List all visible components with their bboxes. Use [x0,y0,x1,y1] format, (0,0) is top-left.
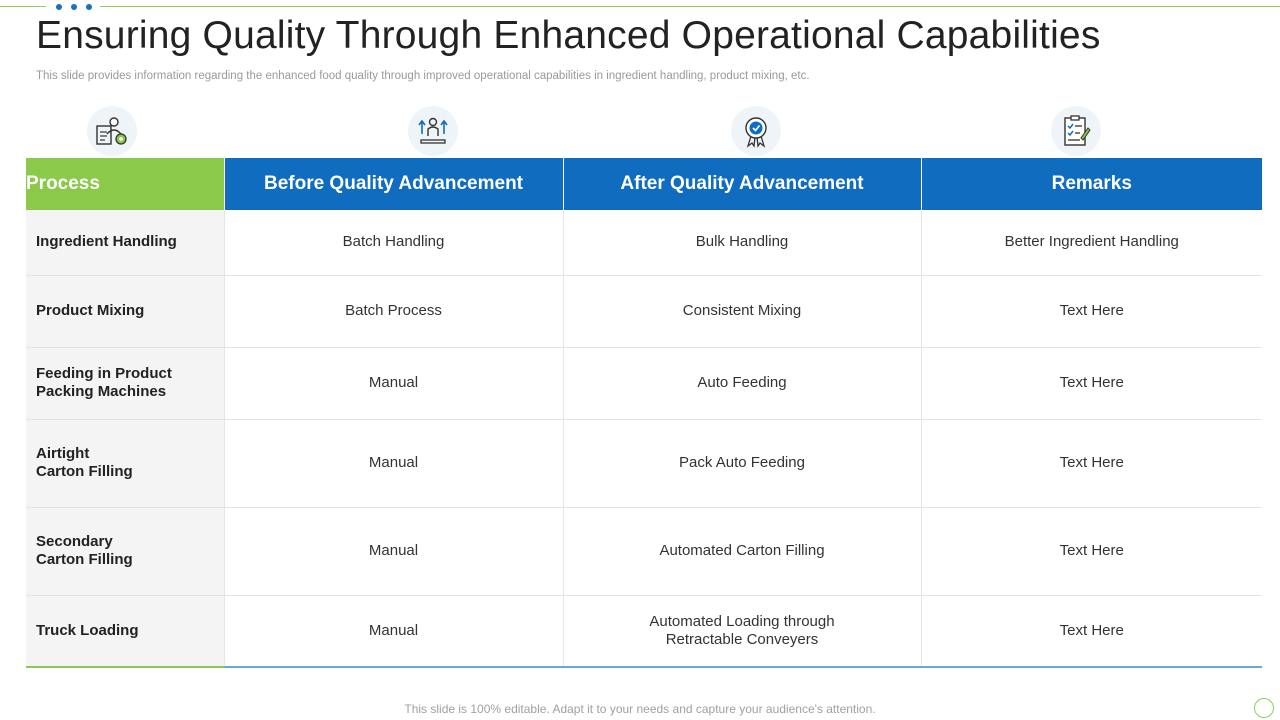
header-after: After Quality Advancement [563,158,922,210]
process-cell: Truck Loading [26,595,225,668]
table-row: Feeding in Product Packing Machines Manua… [26,347,1262,420]
before-cell: Manual [224,595,564,668]
after-cell: Automated Carton Filling [563,507,922,596]
remarks-cell: Text Here [921,507,1262,596]
header-remarks: Remarks [921,158,1262,210]
remarks-cell: Text Here [921,275,1262,348]
process-cell: Ingredient Handling [26,210,225,276]
top-dots-decoration [56,4,92,10]
remarks-cell: Text Here [921,419,1262,508]
comparison-table: Process Before Quality Advancement After… [26,158,1262,668]
worker-gear-icon [87,106,137,156]
before-cell: Batch Handling [224,210,564,276]
after-cell: Auto Feeding [563,347,922,420]
before-cell: Manual [224,347,564,420]
after-cell: Bulk Handling [563,210,922,276]
page-subtitle: This slide provides information regardin… [36,70,810,82]
remarks-cell: Text Here [921,595,1262,668]
after-cell: Consistent Mixing [563,275,922,348]
table-row: Airtight Carton Filling Manual Pack Auto … [26,419,1262,508]
process-cell: Airtight Carton Filling [26,419,225,508]
quality-badge-icon [731,106,781,156]
table-row: Truck Loading Manual Automated Loading t… [26,595,1262,668]
table-row: Ingredient Handling Batch Handling Bulk … [26,210,1262,276]
page-title: Ensuring Quality Through Enhanced Operat… [36,14,1101,57]
table-row: Secondary Carton Filling Manual Automated… [26,507,1262,596]
footer-note: This slide is 100% editable. Adapt it to… [404,702,876,716]
process-cell: Product Mixing [26,275,225,348]
header-process: Process [26,158,225,210]
checklist-icon [1051,106,1101,156]
top-accent-line-left [0,6,46,7]
process-cell: Secondary Carton Filling [26,507,225,596]
before-cell: Manual [224,507,564,596]
header-before: Before Quality Advancement [224,158,564,210]
after-cell: Pack Auto Feeding [563,419,922,508]
top-accent-line-right [100,6,1280,7]
growth-arrows-icon [408,106,458,156]
remarks-cell: Better Ingredient Handling [921,210,1262,276]
process-cell: Feeding in Product Packing Machines [26,347,225,420]
table-row: Product Mixing Batch Process Consistent … [26,275,1262,348]
remarks-cell: Text Here [921,347,1262,420]
after-cell: Automated Loading through Retractable Con… [563,595,922,668]
before-cell: Batch Process [224,275,564,348]
corner-circle-decoration [1254,698,1274,718]
before-cell: Manual [224,419,564,508]
table-header-row: Process Before Quality Advancement After… [26,158,1262,210]
